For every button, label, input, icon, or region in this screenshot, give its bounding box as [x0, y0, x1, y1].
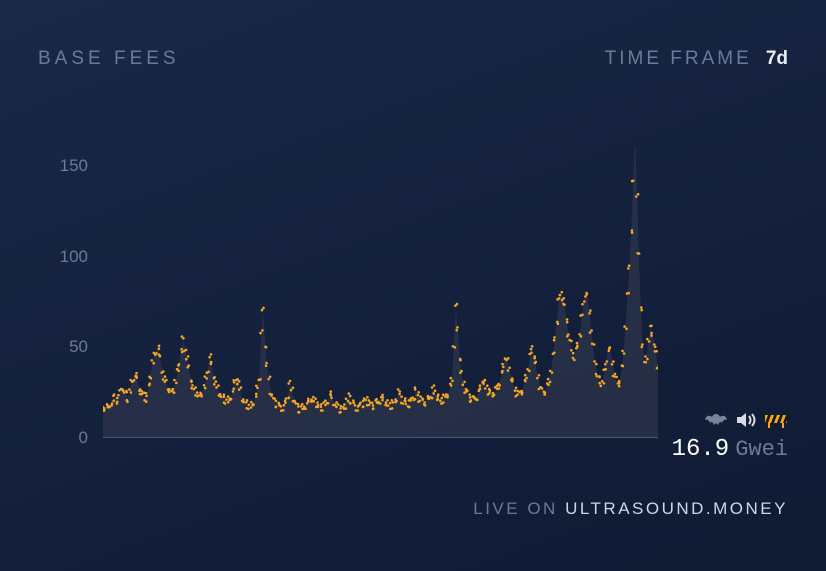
- timeframe-value: 7d: [766, 48, 788, 70]
- y-tick: 150: [38, 156, 88, 176]
- footer-prefix: LIVE ON: [473, 499, 565, 518]
- chart-baseline: [103, 437, 658, 438]
- y-tick: 50: [38, 337, 88, 357]
- timeframe-selector[interactable]: TIME FRAME 7d: [605, 48, 788, 70]
- y-tick: 100: [38, 247, 88, 267]
- speaker-icon: [734, 410, 758, 430]
- chart-title: BASE FEES: [38, 48, 180, 70]
- current-value: 16.9: [672, 436, 730, 463]
- y-tick: 0: [38, 428, 88, 448]
- bat-icon: [704, 410, 728, 430]
- chart-area-fill: [103, 148, 658, 438]
- current-reading: 16.9Gwei: [672, 410, 788, 463]
- footer-attribution: LIVE ON ULTRASOUND.MONEY: [473, 499, 788, 519]
- timeframe-label: TIME FRAME: [605, 48, 752, 70]
- footer-site: ULTRASOUND.MONEY: [565, 499, 788, 518]
- status-icons: [672, 410, 788, 430]
- plot-area: [103, 148, 658, 438]
- current-unit: Gwei: [735, 437, 788, 462]
- barrier-icon: [764, 410, 788, 430]
- y-axis: 0 50 100 150: [38, 148, 88, 468]
- base-fees-chart: 0 50 100 150: [38, 148, 658, 468]
